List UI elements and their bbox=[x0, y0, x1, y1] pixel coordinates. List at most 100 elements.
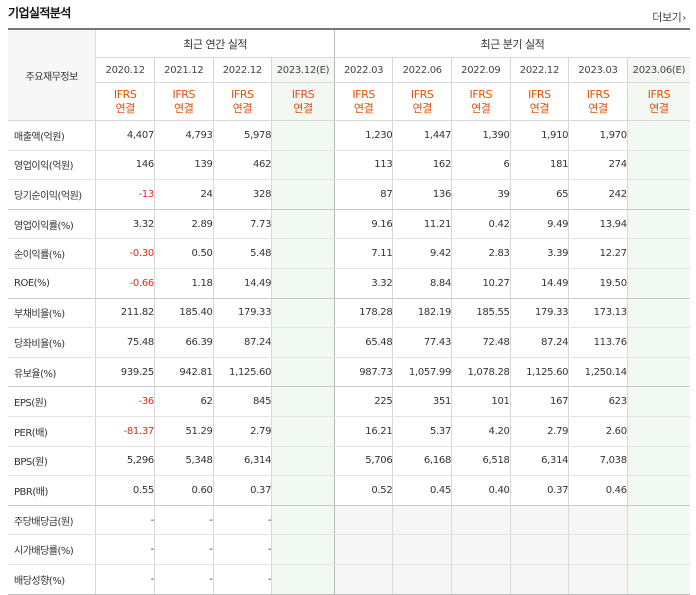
table-cell: - bbox=[153, 534, 214, 565]
table-cell bbox=[271, 238, 335, 269]
table-row: ROE(%) -0.66 1.18 14.49 3.32 8.84 10.27 14.49 19… bbox=[8, 268, 690, 299]
table-cell bbox=[626, 298, 690, 329]
table-cell bbox=[451, 564, 511, 595]
financial-summary-table-wrapper: 주요재무정보 최근 연간 실적 최근 분기 실적 2020.12 2021.12 2… bbox=[8, 28, 690, 595]
table-cell: 0.37 bbox=[212, 475, 272, 506]
table-cell: 845 bbox=[212, 386, 272, 417]
table-cell: 1,230 bbox=[333, 120, 393, 151]
standard-line1: IFRS bbox=[528, 87, 551, 101]
table-cell: 167 bbox=[509, 386, 569, 417]
financial-summary-table: 주요재무정보 최근 연간 실적 최근 분기 실적 2020.12 2021.12 2… bbox=[8, 28, 690, 595]
table-cell: 16.21 bbox=[333, 416, 393, 447]
table-cell: 181 bbox=[509, 150, 569, 181]
table-cell: 136 bbox=[392, 179, 452, 210]
table-cell: 5.37 bbox=[392, 416, 452, 447]
standard-line2: 연결 bbox=[588, 101, 608, 115]
accounting-standard-header: IFRS 연결 bbox=[568, 82, 628, 121]
table-cell: 77.43 bbox=[392, 327, 452, 358]
table-cell: 65 bbox=[509, 179, 569, 210]
table-cell: 179.33 bbox=[212, 298, 272, 329]
table-cell bbox=[271, 120, 335, 151]
table-row: PER(배) -81.37 51.29 2.79 16.21 5.37 4.20 2.79 2.… bbox=[8, 416, 690, 447]
table-row: 매출액(억원) 4,407 4,793 5,978 1,230 1,447 1,390 1,9… bbox=[8, 120, 690, 151]
standard-line1: IFRS bbox=[586, 87, 610, 101]
table-cell: 14.49 bbox=[212, 268, 272, 299]
table-cell: -81.37 bbox=[95, 416, 155, 447]
table-cell: 6,314 bbox=[212, 446, 272, 477]
table-cell bbox=[626, 416, 690, 447]
table-cell bbox=[271, 298, 335, 329]
table-cell: 11.21 bbox=[392, 209, 452, 240]
table-cell bbox=[626, 386, 690, 417]
table-cell: 2.89 bbox=[153, 209, 214, 240]
table-cell bbox=[626, 505, 690, 536]
table-cell: 7.11 bbox=[333, 238, 393, 269]
standard-line2: 연결 bbox=[353, 101, 374, 115]
table-cell: 0.42 bbox=[451, 209, 511, 240]
table-cell: 1,910 bbox=[509, 120, 569, 151]
table-cell bbox=[626, 120, 690, 151]
table-cell bbox=[568, 505, 628, 536]
standard-line2: 연결 bbox=[471, 101, 491, 115]
table-cell bbox=[626, 209, 690, 240]
row-label: ROE(%) bbox=[8, 268, 96, 299]
table-cell: 3.39 bbox=[509, 238, 569, 269]
table-cell bbox=[509, 564, 569, 595]
row-label: 주당배당금(원) bbox=[8, 505, 96, 536]
table-cell: 0.45 bbox=[392, 475, 452, 506]
table-cell: 462 bbox=[212, 150, 272, 181]
table-cell bbox=[509, 534, 569, 565]
table-cell: 0.60 bbox=[153, 475, 214, 506]
financial-rows: 매출액(억원) 4,407 4,793 5,978 1,230 1,447 1,390 1,9… bbox=[8, 120, 690, 595]
row-label: 당좌비율(%) bbox=[8, 327, 96, 358]
table-cell bbox=[626, 564, 690, 595]
table-cell: 6,168 bbox=[392, 446, 452, 477]
more-label: 더보기 bbox=[652, 11, 682, 24]
accounting-standard-header: IFRS 연결 bbox=[212, 82, 272, 121]
table-row: 당좌비율(%) 75.48 66.39 87.24 65.48 77.43 72.48 87.… bbox=[8, 327, 690, 358]
accounting-standard-header: IFRS 연결 bbox=[626, 82, 690, 121]
table-cell: 65.48 bbox=[333, 327, 393, 358]
table-cell bbox=[271, 534, 335, 565]
table-cell: 10.27 bbox=[451, 268, 511, 299]
table-cell: 13.94 bbox=[568, 209, 628, 240]
table-cell bbox=[509, 505, 569, 536]
table-cell bbox=[626, 150, 690, 181]
table-cell: - bbox=[212, 564, 272, 595]
table-cell: 182.19 bbox=[392, 298, 452, 329]
table-cell: 1,250.14 bbox=[568, 357, 628, 388]
table-cell bbox=[271, 268, 335, 299]
table-cell: 5,706 bbox=[333, 446, 393, 477]
table-cell: 4.20 bbox=[451, 416, 511, 447]
table-cell: 87 bbox=[333, 179, 393, 210]
table-cell bbox=[271, 386, 335, 417]
row-label: 영업이익(억원) bbox=[8, 150, 96, 181]
table-cell: 9.49 bbox=[509, 209, 569, 240]
row-header: 주요재무정보 bbox=[8, 28, 96, 121]
row-label: EPS(원) bbox=[8, 386, 96, 417]
table-row: PBR(배) 0.55 0.60 0.37 0.52 0.45 0.40 0.37 0.46 bbox=[8, 475, 690, 506]
table-cell bbox=[392, 564, 452, 595]
period-header: 2021.12 bbox=[153, 57, 214, 83]
table-cell bbox=[333, 564, 393, 595]
row-label: BPS(원) bbox=[8, 446, 96, 477]
table-row: 시가배당률(%) - - - bbox=[8, 534, 690, 565]
standard-line2: 연결 bbox=[412, 101, 432, 115]
period-header: 2022.03 bbox=[333, 57, 393, 83]
table-row: 유보율(%) 939.25 942.81 1,125.60 987.73 1,057.99… bbox=[8, 357, 690, 388]
more-link[interactable]: 더보기› bbox=[652, 9, 686, 25]
table-cell bbox=[568, 564, 628, 595]
table-cell: 1,970 bbox=[568, 120, 628, 151]
standard-line2: 연결 bbox=[174, 101, 194, 115]
table-cell: 72.48 bbox=[451, 327, 511, 358]
table-cell: 987.73 bbox=[333, 357, 393, 388]
table-cell: 0.55 bbox=[95, 475, 155, 506]
table-cell: 173.13 bbox=[568, 298, 628, 329]
period-header: 2022.09 bbox=[451, 57, 511, 83]
standard-line1: IFRS bbox=[647, 87, 671, 101]
table-row: 배당성향(%) - - - bbox=[8, 564, 690, 595]
table-cell bbox=[626, 446, 690, 477]
standard-line1: IFRS bbox=[231, 87, 254, 101]
table-cell: 0.46 bbox=[568, 475, 628, 506]
table-cell: -0.66 bbox=[95, 268, 155, 299]
